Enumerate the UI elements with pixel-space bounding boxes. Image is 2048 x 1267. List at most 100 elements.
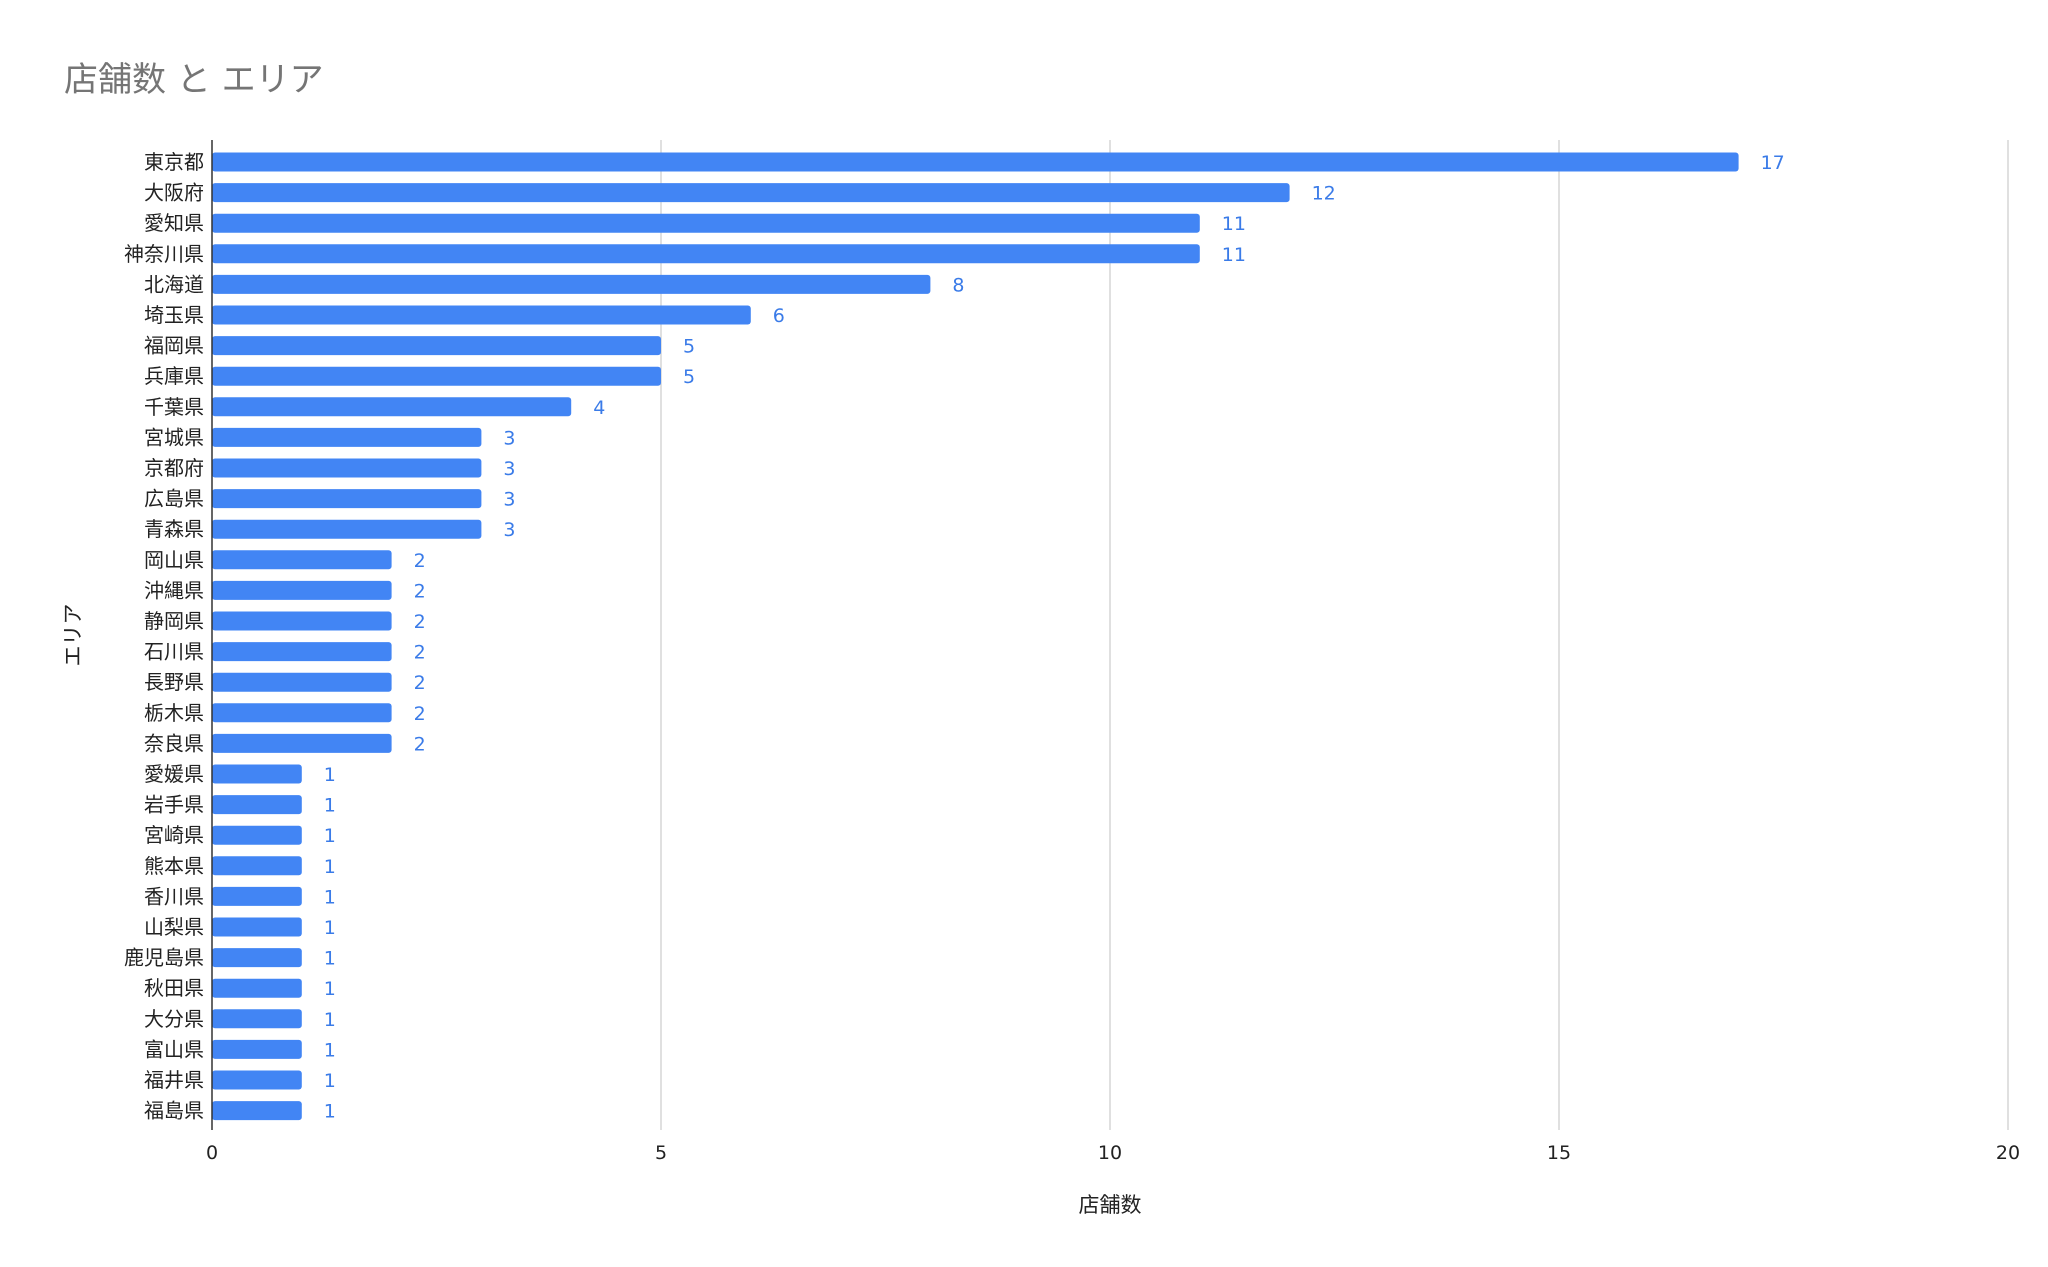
- x-tick-label: 10: [1098, 1142, 1122, 1164]
- category-label: 愛知県: [144, 211, 204, 235]
- data-label: 8: [952, 274, 964, 296]
- bar: [212, 550, 392, 570]
- category-label: 宮城県: [144, 425, 204, 449]
- category-label: 長野県: [144, 670, 204, 694]
- category-label: 福井県: [144, 1068, 204, 1092]
- category-label: 大阪府: [144, 181, 204, 205]
- bar: [212, 152, 1739, 172]
- data-label: 1: [324, 1101, 336, 1123]
- bar: [212, 519, 482, 539]
- category-label: 岡山県: [144, 548, 204, 572]
- data-label: 11: [1222, 244, 1246, 266]
- bar: [212, 703, 392, 723]
- data-label: 1: [324, 856, 336, 878]
- bar: [212, 1070, 302, 1090]
- bar: [212, 733, 392, 753]
- bar: [212, 427, 482, 447]
- bar: [212, 642, 392, 662]
- bar: [212, 764, 302, 784]
- category-label: 千葉県: [144, 395, 204, 419]
- category-label: 石川県: [144, 640, 204, 664]
- bar: [212, 183, 1290, 203]
- bar: [212, 978, 302, 998]
- bar: [212, 458, 482, 478]
- data-label: 6: [773, 305, 785, 327]
- data-label: 3: [503, 458, 515, 480]
- category-label: 宮崎県: [144, 823, 204, 847]
- bar: [212, 397, 572, 417]
- data-label: 1: [324, 917, 336, 939]
- data-label: 2: [414, 672, 426, 694]
- category-label: 東京都: [144, 150, 204, 174]
- category-label: 青森県: [144, 517, 204, 541]
- data-label: 4: [593, 397, 605, 419]
- data-label: 1: [324, 764, 336, 786]
- bar: [212, 886, 302, 906]
- bar: [212, 274, 931, 294]
- category-label: 京都府: [144, 456, 204, 480]
- data-label: 2: [414, 550, 426, 572]
- data-label: 2: [414, 580, 426, 602]
- data-label: 3: [503, 427, 515, 449]
- bar: [212, 213, 1200, 233]
- data-label: 1: [324, 886, 336, 908]
- gridlines: [660, 140, 2009, 1130]
- y-axis-title: エリア: [61, 604, 85, 667]
- category-label: 福島県: [144, 1099, 204, 1123]
- bar: [212, 1039, 302, 1059]
- category-label: 北海道: [144, 272, 204, 296]
- bar: [212, 244, 1200, 264]
- x-tick-label: 5: [655, 1142, 667, 1164]
- data-label: 1: [324, 1009, 336, 1031]
- data-label: 5: [683, 366, 695, 388]
- category-label: 香川県: [144, 884, 204, 908]
- category-label: 福岡県: [144, 334, 204, 358]
- x-tick-labels: 0 5 10 15 20: [206, 1142, 2020, 1164]
- data-label: 2: [414, 733, 426, 755]
- data-label: 11: [1222, 213, 1246, 235]
- data-label: 2: [414, 611, 426, 633]
- data-label: 3: [503, 519, 515, 541]
- data-label: 5: [683, 336, 695, 358]
- category-label: 大分県: [144, 1007, 204, 1031]
- data-label: 1: [324, 978, 336, 1000]
- bar: [212, 825, 302, 845]
- bar: [212, 336, 661, 356]
- data-label: 2: [414, 703, 426, 725]
- data-label: 12: [1312, 183, 1336, 205]
- data-label: 1: [324, 948, 336, 970]
- category-label: 鹿児島県: [124, 946, 204, 970]
- category-label: 富山県: [144, 1037, 204, 1061]
- bar: [212, 305, 751, 325]
- bar: [212, 580, 392, 600]
- bars: [212, 152, 1739, 1121]
- x-tick-label: 15: [1547, 1142, 1571, 1164]
- data-label: 1: [324, 1039, 336, 1061]
- category-label: 広島県: [144, 487, 204, 511]
- category-label: 山梨県: [144, 915, 204, 939]
- category-label: 静岡県: [144, 609, 204, 633]
- bar: [212, 1101, 302, 1121]
- data-label: 1: [324, 795, 336, 817]
- category-label: 熊本県: [144, 854, 204, 878]
- bar: [212, 856, 302, 876]
- x-tick-label: 0: [206, 1142, 218, 1164]
- bar: [212, 489, 482, 509]
- chart-title: 店舗数 と エリア: [64, 60, 324, 100]
- category-label: 神奈川県: [124, 242, 204, 266]
- category-labels: 東京都大阪府愛知県神奈川県北海道埼玉県福岡県兵庫県千葉県宮城県京都府広島県青森県…: [124, 150, 204, 1123]
- bar: [212, 917, 302, 937]
- category-label: 秋田県: [144, 976, 204, 1000]
- data-label: 2: [414, 642, 426, 664]
- data-label: 1: [324, 825, 336, 847]
- category-label: 埼玉県: [144, 303, 204, 327]
- category-label: 沖縄県: [144, 578, 204, 602]
- category-label: 愛媛県: [144, 762, 204, 786]
- category-label: 岩手県: [144, 793, 204, 817]
- category-label: 栃木県: [144, 701, 204, 725]
- bar: [212, 672, 392, 692]
- x-tick-label: 20: [1996, 1142, 2020, 1164]
- category-label: 兵庫県: [144, 364, 204, 388]
